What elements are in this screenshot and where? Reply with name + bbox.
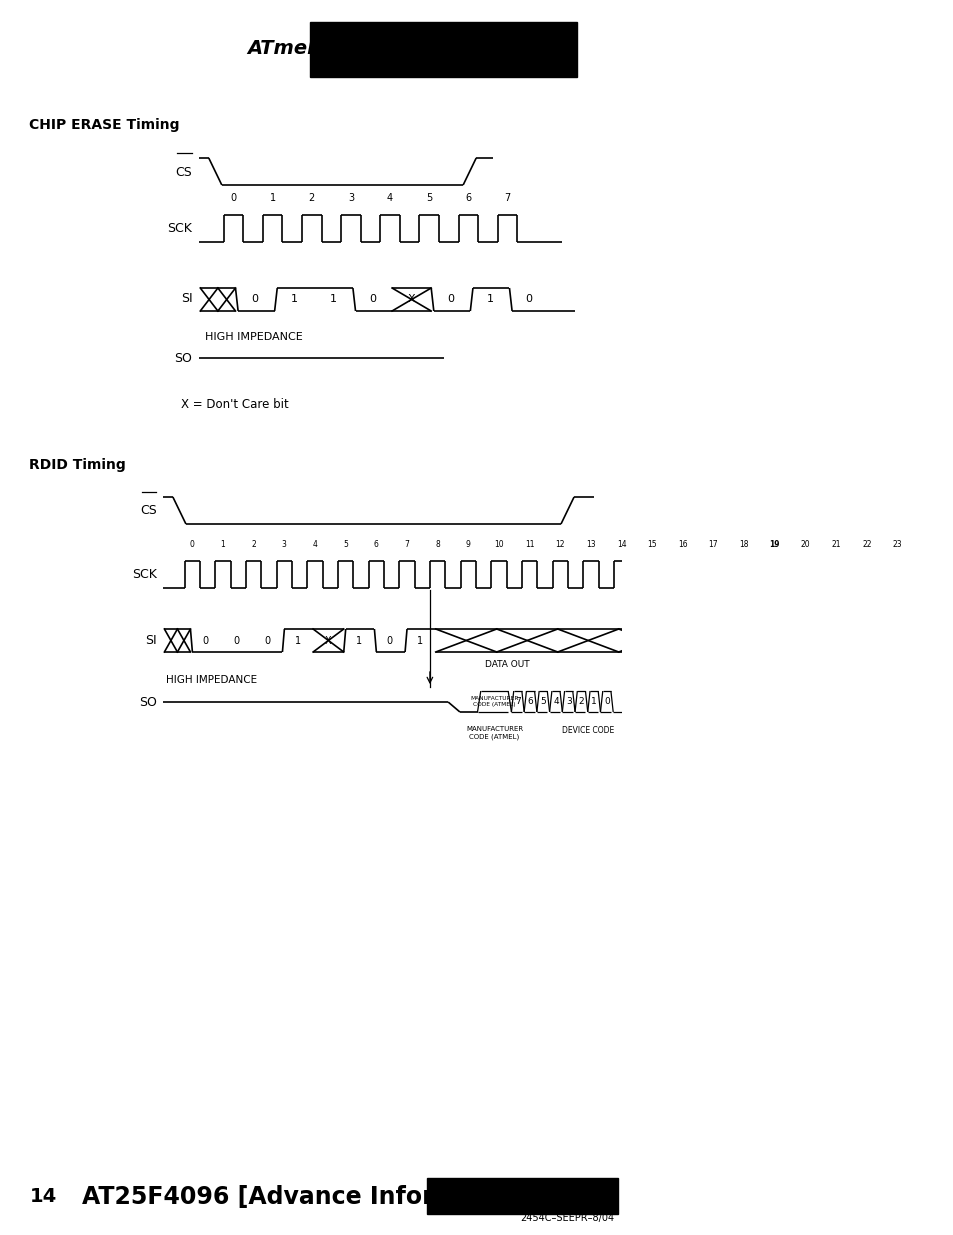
Text: 17: 17 [708,540,718,550]
Text: 14: 14 [616,540,626,550]
Text: 1: 1 [291,294,297,305]
Text: SI: SI [181,293,193,305]
Text: 0: 0 [525,294,532,305]
Text: 1: 1 [220,540,225,550]
Text: 3: 3 [565,697,571,706]
Text: 0: 0 [190,540,194,550]
Text: 6: 6 [374,540,378,550]
Text: 2454C–SEEPR–8/04: 2454C–SEEPR–8/04 [519,1213,614,1223]
Text: 9: 9 [465,540,470,550]
Text: 1: 1 [294,636,300,646]
Text: 0: 0 [252,294,258,305]
Text: CHIP ERASE Timing: CHIP ERASE Timing [30,119,180,132]
Text: CS: CS [175,165,193,179]
Text: 7: 7 [515,697,520,706]
Text: CS: CS [140,505,156,517]
Text: 8: 8 [435,540,439,550]
Text: 16: 16 [678,540,687,550]
Text: HIGH IMPEDANCE: HIGH IMPEDANCE [205,332,303,342]
Text: 1: 1 [355,636,362,646]
Text: MANUFACTURER
CODE (ATMEL): MANUFACTURER CODE (ATMEL) [465,726,522,740]
Text: 20: 20 [800,540,809,550]
Text: 5: 5 [426,193,432,203]
Text: MANUFACTURER
CODE (ATMEL): MANUFACTURER CODE (ATMEL) [470,695,518,708]
Text: 7: 7 [404,540,409,550]
Text: 15: 15 [647,540,657,550]
Text: SO: SO [138,695,156,709]
Text: 3: 3 [281,540,287,550]
Text: 14: 14 [30,1188,56,1207]
Text: 13: 13 [585,540,595,550]
Text: 7: 7 [504,193,510,203]
Text: HIGH IMPEDANCE: HIGH IMPEDANCE [166,676,257,685]
Text: 10: 10 [494,540,503,550]
Text: 0: 0 [233,636,239,646]
Text: 1: 1 [330,294,336,305]
Text: 0: 0 [231,193,236,203]
Text: RDID Timing: RDID Timing [30,458,126,472]
Text: DATA OUT: DATA OUT [484,659,529,669]
Text: 5: 5 [343,540,348,550]
Text: 12: 12 [555,540,564,550]
Text: 1: 1 [270,193,275,203]
Text: AT25F4096 [Advance Information]: AT25F4096 [Advance Information] [81,1186,537,1209]
Text: SI: SI [145,635,156,647]
Text: 23: 23 [892,540,902,550]
Text: 11: 11 [524,540,534,550]
Text: 0: 0 [369,294,375,305]
Text: 1: 1 [591,697,597,706]
Text: 5: 5 [539,697,545,706]
Text: SCK: SCK [132,568,156,582]
Text: SO: SO [174,352,193,364]
Text: SCK: SCK [168,222,193,236]
Text: X: X [407,294,415,305]
Bar [310,22,577,77]
Text: 4: 4 [313,540,317,550]
Text: 22: 22 [862,540,871,550]
Text: 19: 19 [769,540,780,550]
Text: 6: 6 [465,193,471,203]
Text: X: X [325,636,332,646]
Text: 4: 4 [387,193,393,203]
Text: 2: 2 [309,193,314,203]
Text: 1: 1 [486,294,493,305]
Text: 2: 2 [251,540,255,550]
Text: 4: 4 [553,697,558,706]
Text: 3: 3 [348,193,354,203]
Text: 21: 21 [830,540,840,550]
Text: 1: 1 [416,636,423,646]
Text: 6: 6 [527,697,533,706]
Text: 0: 0 [264,636,270,646]
Text: ATmel: ATmel [247,40,314,58]
Text: 0: 0 [603,697,609,706]
Text: 0: 0 [447,294,454,305]
Text: DEVICE CODE: DEVICE CODE [561,726,613,735]
Text: X = Don't Care bit: X = Don't Care bit [181,399,289,411]
Text: 2: 2 [578,697,583,706]
Text: 0: 0 [386,636,393,646]
Bar [427,1178,618,1214]
Text: 18: 18 [739,540,748,550]
Text: 0: 0 [202,636,209,646]
